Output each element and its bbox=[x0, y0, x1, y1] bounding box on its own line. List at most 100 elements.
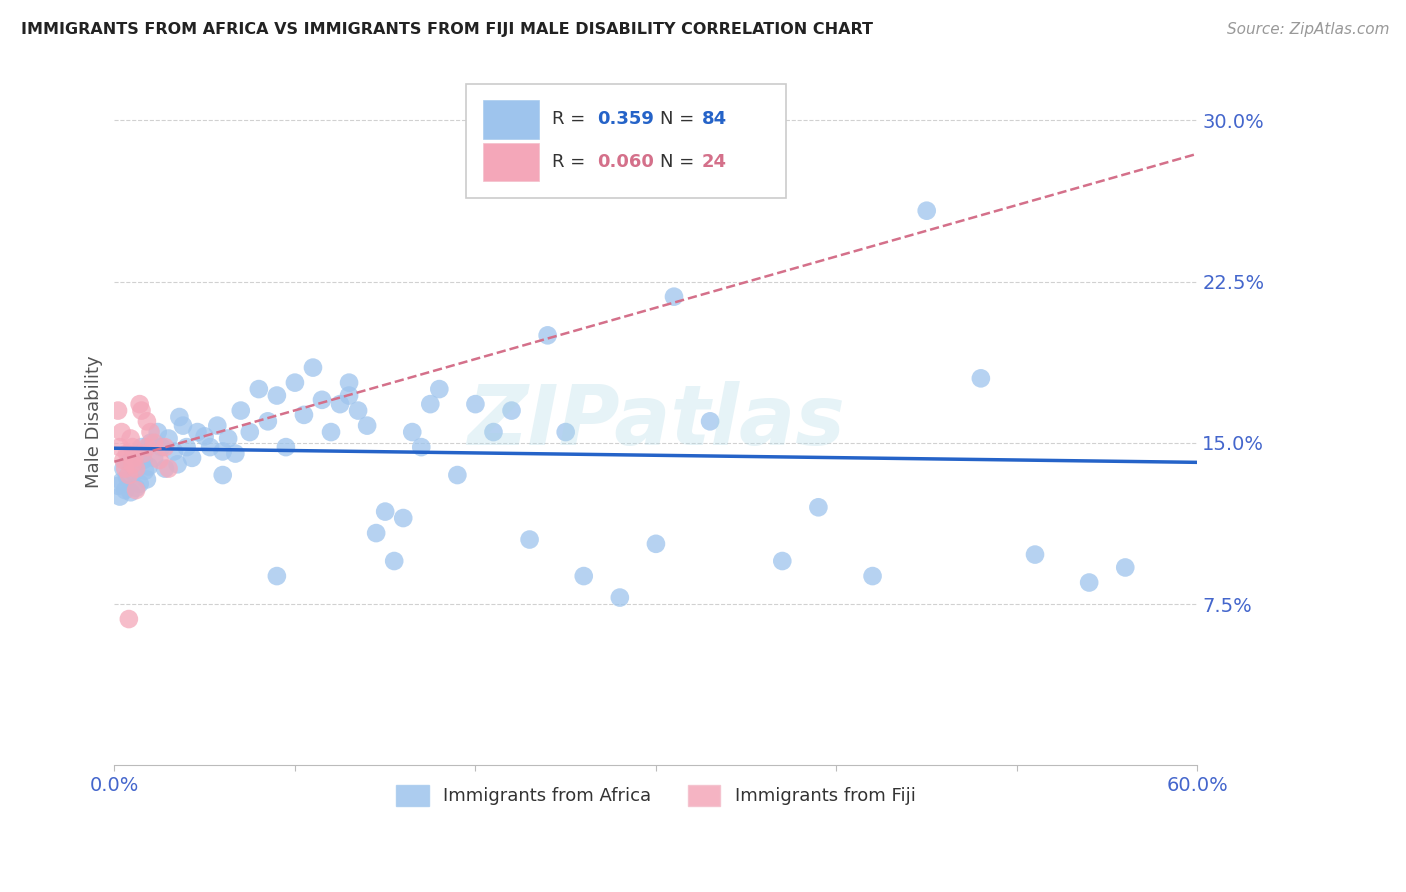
Point bbox=[266, 388, 288, 402]
Text: ZIPatlas: ZIPatlas bbox=[467, 381, 845, 462]
Point bbox=[446, 468, 468, 483]
Text: N =: N = bbox=[661, 153, 700, 171]
Point bbox=[572, 569, 595, 583]
Point bbox=[735, 178, 758, 192]
Point bbox=[148, 453, 170, 467]
Point bbox=[501, 403, 523, 417]
Point bbox=[311, 392, 333, 407]
Point bbox=[157, 461, 180, 475]
Point bbox=[807, 500, 830, 515]
Point bbox=[1114, 560, 1136, 574]
FancyBboxPatch shape bbox=[482, 143, 538, 181]
Point bbox=[770, 554, 793, 568]
Point bbox=[186, 425, 208, 439]
Point bbox=[257, 414, 280, 428]
Point bbox=[114, 461, 136, 475]
Point bbox=[427, 382, 450, 396]
FancyBboxPatch shape bbox=[482, 100, 538, 138]
Text: IMMIGRANTS FROM AFRICA VS IMMIGRANTS FROM FIJI MALE DISABILITY CORRELATION CHART: IMMIGRANTS FROM AFRICA VS IMMIGRANTS FRO… bbox=[21, 22, 873, 37]
Point bbox=[121, 458, 143, 472]
Point bbox=[111, 425, 134, 439]
Point bbox=[135, 440, 157, 454]
Point bbox=[464, 397, 486, 411]
Point bbox=[224, 446, 246, 460]
Point bbox=[554, 425, 576, 439]
Point bbox=[347, 403, 370, 417]
Point bbox=[699, 414, 721, 428]
Point bbox=[118, 468, 141, 483]
Point bbox=[536, 328, 558, 343]
Point bbox=[247, 382, 270, 396]
Point bbox=[108, 490, 131, 504]
Point bbox=[118, 455, 141, 469]
Point bbox=[1024, 548, 1046, 562]
Point bbox=[374, 505, 396, 519]
Point bbox=[118, 612, 141, 626]
Point bbox=[862, 569, 884, 583]
Point bbox=[645, 537, 668, 551]
Point bbox=[229, 403, 252, 417]
Point bbox=[207, 418, 229, 433]
Point bbox=[284, 376, 307, 390]
Point bbox=[172, 418, 194, 433]
Point bbox=[337, 388, 360, 402]
Point bbox=[401, 425, 423, 439]
Point bbox=[139, 425, 162, 439]
Point bbox=[125, 461, 148, 475]
Point bbox=[111, 475, 134, 489]
Text: R =: R = bbox=[553, 111, 591, 128]
Point bbox=[519, 533, 541, 547]
Point bbox=[217, 432, 239, 446]
Point bbox=[128, 397, 150, 411]
Point bbox=[176, 440, 198, 454]
Point bbox=[107, 479, 129, 493]
Point bbox=[107, 403, 129, 417]
Point bbox=[319, 425, 342, 439]
Point bbox=[120, 432, 142, 446]
Point bbox=[132, 446, 155, 460]
Point bbox=[163, 444, 186, 458]
Point bbox=[153, 461, 176, 475]
Point bbox=[970, 371, 993, 385]
Point bbox=[131, 403, 153, 417]
Point bbox=[329, 397, 352, 411]
Point bbox=[138, 459, 160, 474]
Text: R =: R = bbox=[553, 153, 591, 171]
Point bbox=[382, 554, 405, 568]
Point bbox=[302, 360, 325, 375]
Point bbox=[169, 410, 191, 425]
Y-axis label: Male Disability: Male Disability bbox=[86, 355, 103, 488]
Point bbox=[157, 432, 180, 446]
Point bbox=[609, 591, 631, 605]
Point bbox=[150, 440, 173, 454]
Point bbox=[166, 458, 188, 472]
Point bbox=[392, 511, 415, 525]
Point bbox=[131, 440, 153, 454]
Point bbox=[366, 526, 388, 541]
Point bbox=[239, 425, 262, 439]
Text: N =: N = bbox=[661, 111, 700, 128]
Point bbox=[128, 476, 150, 491]
Point bbox=[1078, 575, 1101, 590]
Point bbox=[112, 453, 135, 467]
Text: 84: 84 bbox=[702, 111, 727, 128]
Point bbox=[266, 569, 288, 583]
Point bbox=[915, 203, 938, 218]
Point bbox=[411, 440, 433, 454]
Point bbox=[132, 453, 155, 467]
Point bbox=[419, 397, 441, 411]
Point bbox=[125, 483, 148, 497]
Point bbox=[115, 470, 138, 484]
Point bbox=[146, 425, 169, 439]
Point bbox=[125, 481, 148, 495]
Point bbox=[122, 450, 145, 465]
Point bbox=[115, 446, 138, 460]
Point bbox=[194, 429, 217, 443]
Text: Source: ZipAtlas.com: Source: ZipAtlas.com bbox=[1226, 22, 1389, 37]
Point bbox=[482, 425, 505, 439]
Point bbox=[135, 472, 157, 486]
Point bbox=[274, 440, 297, 454]
Point bbox=[143, 435, 166, 450]
Point bbox=[356, 418, 378, 433]
Text: 0.060: 0.060 bbox=[598, 153, 654, 171]
